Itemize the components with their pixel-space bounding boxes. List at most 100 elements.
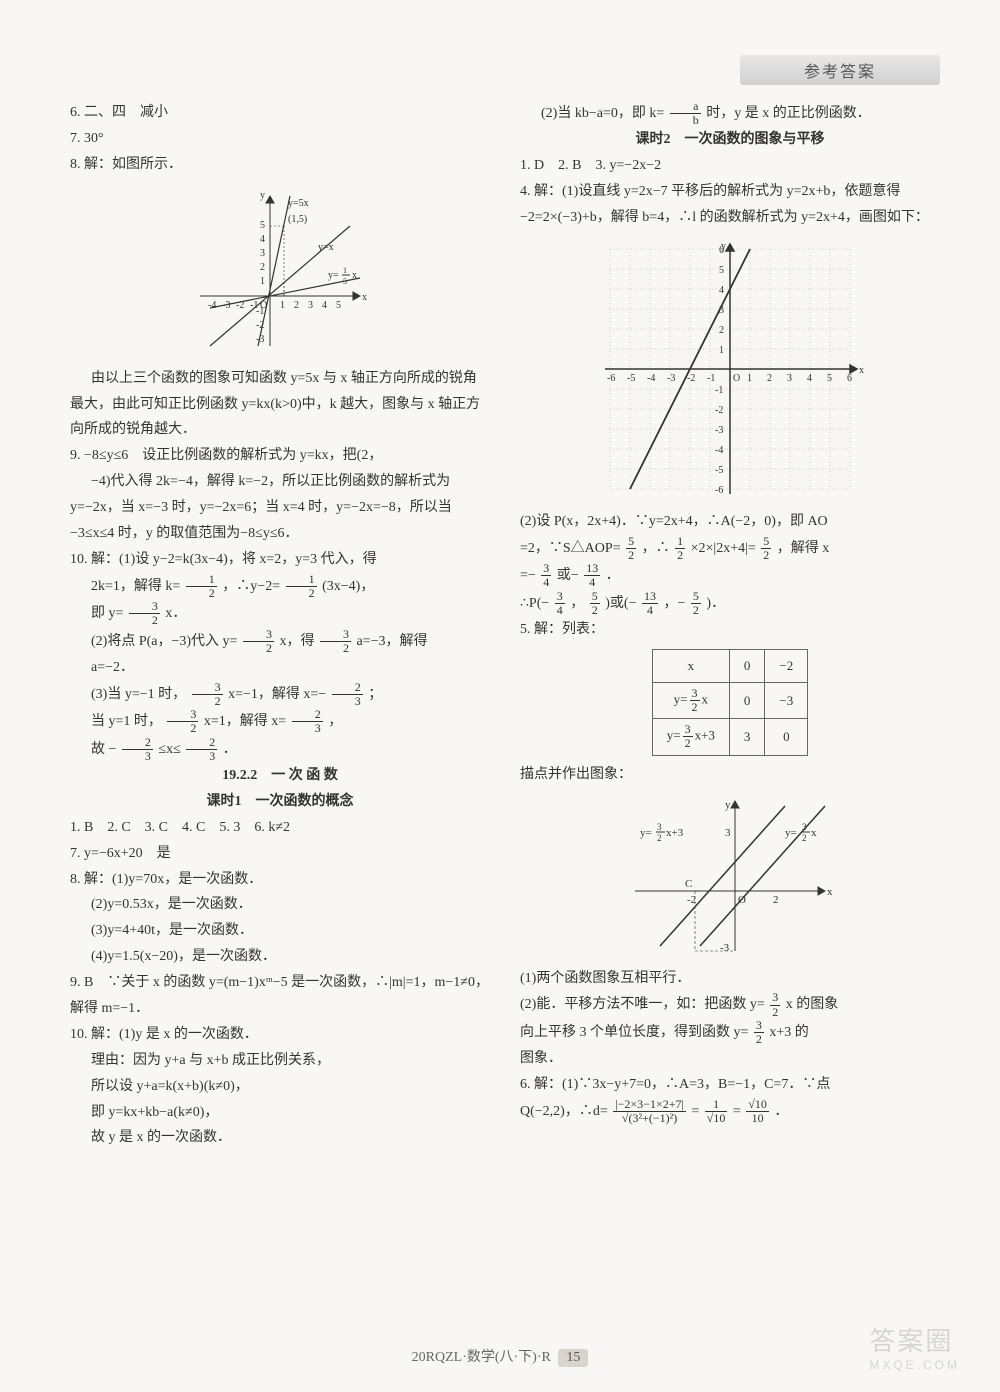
frac-5-2: 52 (590, 590, 600, 617)
kt2-5c: (1)两个函数图象互相平行． (520, 966, 940, 992)
svg-text:O: O (733, 373, 740, 384)
frac-5-2: 52 (691, 590, 701, 617)
t: Q(−2,2)，∴d= (520, 1104, 608, 1119)
t: (2)当 kb−a=0，即 k= (541, 106, 664, 121)
svg-text:3: 3 (308, 300, 313, 311)
t: x． (165, 606, 186, 621)
svg-text:4: 4 (260, 234, 265, 245)
svg-text:3: 3 (657, 822, 662, 832)
header-tab: 参考答案 (740, 55, 940, 85)
frac-3-2: 32 (320, 628, 351, 655)
svg-text:5: 5 (719, 265, 724, 276)
svg-text:y=: y= (328, 270, 339, 281)
t: x=−1，解得 x=− (228, 687, 326, 702)
frac-2-3: 23 (186, 736, 217, 763)
svg-text:y: y (725, 799, 731, 811)
frac-big: |−2×3−1×2+7|√(3²+(−1)²) (613, 1098, 686, 1125)
svg-text:x: x (827, 886, 833, 898)
kt2-4c: =2，∵S△AOP= 52 ，∴ 12 ×2×|2x+4|= 52 ，解得 x (520, 535, 940, 562)
svg-text:x: x (859, 365, 864, 376)
t: x+3 的 (769, 1025, 808, 1040)
t: 2k=1，解得 k= (91, 579, 180, 594)
kt2-5f: 图象． (520, 1046, 940, 1072)
item-10f: (3)当 y=−1 时， 32 x=−1，解得 x=− 23 ； (70, 681, 490, 708)
svg-text:1: 1 (343, 266, 347, 275)
svg-text:1: 1 (747, 373, 752, 384)
svg-text:-2: -2 (687, 894, 696, 906)
svg-text:2: 2 (719, 325, 724, 336)
t: =− (520, 568, 536, 583)
svg-text:-4: -4 (715, 445, 723, 456)
svg-text:(1,5): (1,5) (288, 214, 307, 225)
header-title: 参考答案 (804, 58, 876, 82)
frac-1-2: 12 (675, 535, 685, 562)
svg-text:-3: -3 (720, 942, 730, 954)
t: x，得 (279, 633, 314, 648)
item-8-explain: 由以上三个函数的图象可知函数 y=5x 与 x 轴正方向所成的锐角最大，由此可知… (70, 366, 490, 444)
kt1-7: 7. y=−6x+20 是 (70, 841, 490, 867)
section-1922: 19.2.2 一 次 函 数 (70, 763, 490, 789)
frac-3-2: 32 (192, 681, 223, 708)
svg-text:2: 2 (657, 833, 662, 843)
kt1-10c: 所以设 y+a=k(x+b)(k≠0)， (70, 1074, 490, 1100)
frac-3-4: 34 (541, 562, 551, 589)
t: ，解得 x (777, 541, 830, 556)
kt2-5d: (2)能．平移方法不唯一，如：把函数 y= 32 x 的图象 (520, 991, 940, 1018)
section-kt2: 课时2 一次函数的图象与平移 (520, 127, 940, 153)
r1: (2)当 kb−a=0，即 k= ab 时，y 是 x 的正比例函数． (520, 100, 940, 127)
t: ，∴ (642, 541, 670, 556)
value-table: x 0 −2 y=32x 0 −3 y=32x+3 3 0 (652, 649, 809, 756)
svg-text:5: 5 (336, 300, 341, 311)
svg-text:y=: y= (785, 827, 797, 839)
t: ， (328, 714, 342, 729)
svg-text:O: O (738, 894, 746, 906)
svg-text:2: 2 (802, 833, 807, 843)
svg-text:1: 1 (719, 345, 724, 356)
t: (3)当 y=−1 时， (91, 687, 186, 702)
item-10c: 即 y= 32 x． (70, 600, 490, 627)
item-8: 8. 解：如图所示． (70, 152, 490, 178)
t: x 的图象 (786, 997, 839, 1012)
watermark-main: 答案圈 (869, 1326, 953, 1356)
svg-text:-6: -6 (715, 485, 723, 496)
kt1-10b: 理由：因为 y+a 与 x+b 成正比例关系， (70, 1048, 490, 1074)
table-row: y=32x+3 3 0 (652, 719, 808, 755)
t: ×2×|2x+4|= (691, 541, 756, 556)
kt1-9: 9. B ∵关于 x 的函数 y=(m−1)xᵐ−5 是一次函数，∴|m|=1，… (70, 970, 490, 1022)
t: 故 − (91, 741, 116, 756)
item-10g: 当 y=1 时， 32 x=1，解得 x= 23 ， (70, 708, 490, 735)
svg-text:-5: -5 (715, 465, 723, 476)
svg-text:-3: -3 (715, 425, 723, 436)
kt2-5e: 向上平移 3 个单位长度，得到函数 y= 32 x+3 的 (520, 1019, 940, 1046)
t: (3x−4)， (322, 579, 374, 594)
page-number: 15 (558, 1349, 588, 1367)
table-row: x 0 −2 (652, 649, 808, 682)
frac-3-2: 32 (770, 991, 780, 1018)
t: = (733, 1104, 741, 1119)
frac-13-4: 134 (584, 562, 600, 589)
left-column: 6. 二、四 减小 7. 30° 8. 解：如图所示． x y O 12345 … (70, 100, 490, 1151)
svg-text:3: 3 (802, 822, 807, 832)
frac-2-3: 23 (332, 681, 363, 708)
t: = (691, 1104, 699, 1119)
cell: 0 (765, 719, 808, 755)
right-column: (2)当 kb−a=0，即 k= ab 时，y 是 x 的正比例函数． 课时2 … (520, 100, 940, 1151)
svg-text:x+3: x+3 (666, 827, 684, 839)
frac-sqrt10-10: √1010 (746, 1098, 769, 1125)
cell: 0 (729, 649, 765, 682)
frac-2-3: 23 (292, 708, 323, 735)
graph-3: x y O 3 C -2 2 -3 y= 3 2 x+3 y= 3 2 (520, 796, 940, 956)
frac-half: 12 (186, 573, 217, 600)
table-row: y=32x 0 −3 (652, 682, 808, 718)
t: ∴P(− (520, 595, 549, 610)
frac-1-sqrt10: 1√10 (705, 1098, 728, 1125)
item-10e: a=−2． (70, 655, 490, 681)
svg-text:6: 6 (847, 373, 852, 384)
frac-3-4: 34 (555, 590, 565, 617)
kt2-4d: =− 34 或− 134 ． (520, 562, 940, 589)
footer: 20RQZL·数学(八·下)·R 15 (0, 1346, 1000, 1367)
kt2-6a: 6. 解：(1)∵3x−y+7=0，∴A=3，B=−1，C=7．∵点 (520, 1072, 940, 1098)
svg-text:2: 2 (773, 894, 779, 906)
svg-text:-1: -1 (707, 373, 715, 384)
item-6: 6. 二、四 减小 (70, 100, 490, 126)
